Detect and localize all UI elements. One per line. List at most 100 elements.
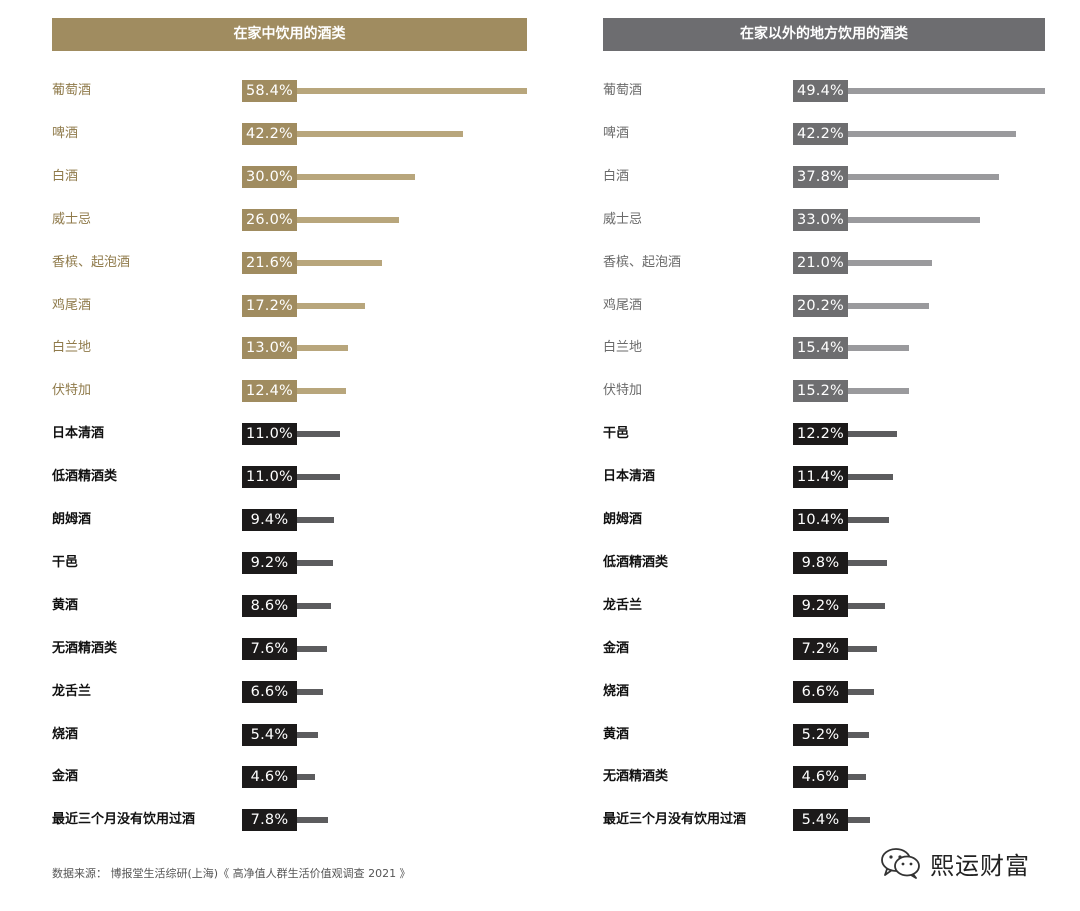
value-badge: 6.6% bbox=[793, 680, 848, 703]
category-label: 鸡尾酒 bbox=[603, 297, 643, 313]
bar-mark bbox=[297, 774, 316, 781]
bar-row: 最近三个月没有饮用过酒 7.8% bbox=[52, 809, 527, 832]
value-badge: 7.2% bbox=[793, 637, 848, 660]
value-badge: 11.4% bbox=[793, 466, 848, 489]
value-badge: 9.2% bbox=[793, 594, 848, 617]
value-badge: 4.6% bbox=[793, 766, 848, 789]
category-label: 日本清酒 bbox=[52, 426, 105, 442]
bar-row: 黄酒 5.2% bbox=[603, 723, 1045, 746]
value-badge: 11.0% bbox=[242, 466, 297, 489]
bar-row: 朗姆酒 9.4% bbox=[52, 509, 527, 531]
category-label: 香槟、起泡酒 bbox=[603, 254, 682, 270]
chart-panel-home: 在家中饮用的酒类 葡萄酒 58.4% 啤酒 42.2% 白酒 30.0% 威士忌 26.0% 香… bbox=[52, 18, 527, 832]
value-badge: 21.6% bbox=[242, 251, 297, 274]
bar-mark bbox=[297, 602, 331, 609]
bar-mark bbox=[297, 173, 416, 180]
bar-row: 威士忌 26.0% bbox=[52, 208, 527, 231]
bar-mark bbox=[848, 688, 875, 695]
category-label: 烧酒 bbox=[603, 683, 630, 699]
value-badge: 33.0% bbox=[793, 208, 848, 231]
category-label: 干邑 bbox=[603, 426, 630, 442]
bar-row: 伏特加 12.4% bbox=[52, 380, 527, 403]
wechat-icon bbox=[881, 848, 920, 879]
bar-mark bbox=[297, 216, 400, 223]
bar-mark bbox=[297, 517, 335, 523]
bar-mark bbox=[848, 602, 885, 609]
bar-row: 白酒 37.8% bbox=[603, 165, 1045, 188]
bar-mark bbox=[297, 731, 319, 738]
bar-mark bbox=[297, 474, 341, 481]
category-label: 黄酒 bbox=[52, 597, 79, 613]
bar-mark bbox=[848, 645, 877, 652]
bar-row: 无酒精酒类 4.6% bbox=[603, 766, 1045, 789]
value-badge: 21.0% bbox=[793, 251, 848, 274]
bar-mark bbox=[848, 388, 909, 395]
bar-row: 葡萄酒 58.4% bbox=[52, 80, 527, 102]
bar-row: 干邑 9.2% bbox=[52, 551, 527, 574]
category-label: 朗姆酒 bbox=[603, 512, 643, 527]
category-label: 威士忌 bbox=[52, 211, 92, 227]
value-badge: 12.4% bbox=[242, 380, 297, 403]
value-badge: 15.4% bbox=[793, 337, 848, 360]
bar-mark bbox=[297, 431, 341, 438]
value-badge: 15.2% bbox=[793, 380, 848, 403]
bar-mark bbox=[848, 517, 890, 523]
bar-row: 日本清酒 11.0% bbox=[52, 423, 527, 446]
bar-row: 无酒精酒类 7.6% bbox=[52, 637, 527, 660]
chart-panel-outside: 在家以外的地方饮用的酒类 葡萄酒 49.4% 啤酒 42.2% 白酒 37.8% 威士忌 33… bbox=[603, 18, 1045, 832]
category-label: 白兰地 bbox=[52, 340, 92, 356]
value-badge: 49.4% bbox=[793, 80, 848, 102]
value-badge: 17.2% bbox=[242, 294, 297, 317]
bar-row: 香槟、起泡酒 21.6% bbox=[52, 251, 527, 274]
bar-mark bbox=[848, 88, 1045, 94]
bar-mark bbox=[848, 259, 932, 266]
category-label: 白兰地 bbox=[603, 340, 643, 356]
category-label: 威士忌 bbox=[603, 211, 643, 227]
category-label: 啤酒 bbox=[52, 125, 79, 141]
chart-title-home: 在家中饮用的酒类 bbox=[52, 18, 527, 51]
bar-row: 白酒 30.0% bbox=[52, 165, 527, 188]
bar-mark bbox=[848, 731, 869, 738]
bar-mark bbox=[297, 345, 349, 352]
bar-mark bbox=[297, 559, 334, 566]
bar-mark bbox=[297, 259, 383, 266]
bar-mark bbox=[297, 130, 464, 137]
category-label: 白酒 bbox=[52, 168, 79, 184]
bar-mark bbox=[848, 130, 1017, 137]
bar-mark bbox=[297, 645, 327, 652]
bar-row: 白兰地 15.4% bbox=[603, 337, 1045, 360]
bar-mark bbox=[297, 302, 365, 309]
value-badge: 7.6% bbox=[242, 637, 297, 660]
value-badge: 6.6% bbox=[242, 680, 297, 703]
bar-mark bbox=[848, 474, 894, 481]
bar-row: 低酒精酒类 11.0% bbox=[52, 466, 527, 489]
value-badge: 37.8% bbox=[793, 165, 848, 188]
category-label: 龙舌兰 bbox=[52, 683, 92, 699]
value-badge: 58.4% bbox=[242, 80, 297, 102]
value-badge: 42.2% bbox=[242, 122, 297, 145]
value-badge: 13.0% bbox=[242, 337, 297, 360]
bar-row: 啤酒 42.2% bbox=[52, 122, 527, 145]
category-label: 鸡尾酒 bbox=[52, 297, 92, 313]
chart-title-outside: 在家以外的地方饮用的酒类 bbox=[603, 18, 1045, 51]
bar-mark bbox=[297, 388, 346, 395]
bar-row: 啤酒 42.2% bbox=[603, 122, 1045, 145]
category-label: 朗姆酒 bbox=[52, 512, 92, 527]
category-label: 金酒 bbox=[52, 769, 79, 785]
category-label: 最近三个月没有饮用过酒 bbox=[603, 812, 747, 828]
bar-row: 鸡尾酒 17.2% bbox=[52, 294, 527, 317]
bar-mark bbox=[297, 88, 527, 94]
bar-row: 金酒 4.6% bbox=[52, 766, 527, 789]
category-label: 低酒精酒类 bbox=[603, 554, 669, 570]
value-badge: 11.0% bbox=[242, 423, 297, 446]
value-badge: 9.4% bbox=[242, 509, 297, 531]
bar-mark bbox=[848, 173, 999, 180]
category-label: 伏特加 bbox=[52, 383, 92, 399]
bar-row: 朗姆酒 10.4% bbox=[603, 509, 1045, 531]
value-badge: 12.2% bbox=[793, 423, 848, 446]
bar-row: 威士忌 33.0% bbox=[603, 208, 1045, 231]
bar-row: 日本清酒 11.4% bbox=[603, 466, 1045, 489]
bar-row: 低酒精酒类 9.8% bbox=[603, 551, 1045, 574]
bar-row: 龙舌兰 6.6% bbox=[52, 680, 527, 703]
category-label: 干邑 bbox=[52, 554, 79, 570]
